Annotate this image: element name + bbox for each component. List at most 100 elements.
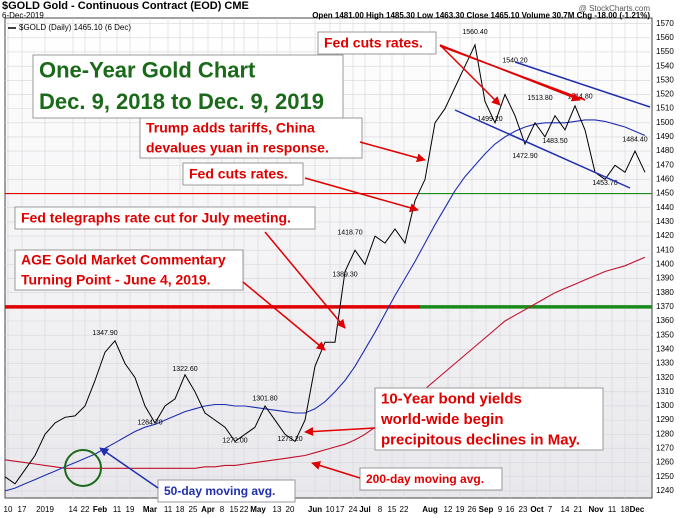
y-tick-label: 1360: [656, 316, 674, 325]
y-tick-label: 1280: [656, 429, 674, 438]
arrow: [439, 44, 581, 102]
y-tick-label: 1310: [656, 387, 674, 396]
x-tick-label: 11: [113, 505, 122, 514]
y-tick-label: 1290: [656, 415, 674, 424]
x-tick-label: 10: [4, 505, 13, 514]
x-tick-label: Aug: [422, 505, 438, 514]
arrow: [304, 177, 419, 213]
x-tick-label: Feb: [93, 505, 107, 514]
y-tick-label: 1560: [656, 33, 674, 42]
y-tick-label: 1520: [656, 90, 674, 99]
y-tick-label: 1500: [656, 118, 674, 127]
x-tick-label: 18: [176, 505, 185, 514]
y-tick-label: 1430: [656, 217, 674, 226]
x-tick-label: 17: [336, 505, 345, 514]
legend-annotation-box: [359, 467, 503, 491]
annotation-box: [182, 162, 304, 186]
y-tick-label: 1400: [656, 259, 674, 268]
y-tick-label: 1410: [656, 245, 674, 254]
y-tick-label: 1570: [656, 19, 674, 28]
y-tick-label: 1480: [656, 146, 674, 155]
x-tick-label: 10: [326, 505, 335, 514]
y-tick-label: 1350: [656, 330, 674, 339]
price-label: 1273.20: [277, 436, 302, 443]
y-tick-label: 1510: [656, 104, 674, 113]
annotation-box: [14, 206, 316, 230]
x-tick-label: Jun: [308, 505, 322, 514]
price-label: 1322.60: [172, 366, 197, 373]
quote: Open 1481.00 High 1485.30 Low 1463.30 Cl…: [312, 11, 650, 20]
price-label: 1284.70: [137, 419, 162, 426]
price-label: 1472.90: [512, 153, 537, 160]
y-tick-label: 1530: [656, 75, 674, 84]
x-tick-label: 12: [444, 505, 453, 514]
annotation-box: [139, 117, 363, 159]
y-tick-label: 1460: [656, 175, 674, 184]
legend-annotation-box: [157, 479, 296, 503]
x-tick-label: 11: [164, 505, 173, 514]
y-tick-label: 1320: [656, 373, 674, 382]
headline: One-Year Gold Chart: [39, 58, 256, 83]
price-label: 1560.40: [462, 29, 487, 36]
x-tick-label: 9: [498, 505, 503, 514]
y-tick-label: 1340: [656, 344, 674, 353]
arrow: [359, 141, 426, 163]
x-tick-label: 2019: [36, 505, 54, 514]
price-label: 1513.80: [527, 95, 552, 102]
x-tick-label: May: [250, 505, 266, 514]
x-tick-label: 15: [388, 505, 397, 514]
x-tick-label: 19: [456, 505, 465, 514]
x-tick-label: 23: [519, 505, 528, 514]
price-label: 1453.70: [592, 180, 617, 187]
annotation: world-wide begin: [380, 411, 504, 428]
annotation: 10-Year bond yields: [381, 390, 522, 407]
y-tick-label: 1380: [656, 288, 674, 297]
x-tick-label: 7: [548, 505, 553, 514]
annotation-box: [14, 249, 244, 291]
x-tick-label: Jul: [359, 505, 371, 514]
annotation: precipitous declines in May.: [381, 432, 580, 449]
x-tick-label: Mar: [143, 505, 157, 514]
y-tick-label: 1470: [656, 160, 674, 169]
annotation: Fed telegraphs rate cut for July meeting…: [21, 210, 291, 226]
x-tick-label: 14: [561, 505, 570, 514]
y-tick-label: 1490: [656, 132, 674, 141]
x-tick-label: 11: [608, 505, 617, 514]
price-label: 1272.00: [222, 437, 247, 444]
price-label: 1483.50: [542, 138, 567, 145]
y-tick-label: 1260: [656, 458, 674, 467]
x-tick-label: 22: [240, 505, 249, 514]
price-label: 1418.70: [337, 230, 362, 237]
y-tick-label: 1300: [656, 401, 674, 410]
x-tick-label: 16: [506, 505, 515, 514]
price-label: 1499.20: [477, 116, 502, 123]
annotation-box: [374, 387, 604, 451]
x-tick-label: Nov: [588, 505, 604, 514]
y-tick-label: 1250: [656, 472, 674, 481]
x-tick-label: 22: [400, 505, 409, 514]
channel-line: [454, 109, 631, 189]
x-tick-label: 25: [189, 505, 198, 514]
y-tick-label: 1550: [656, 47, 674, 56]
x-tick-label: 8: [220, 505, 225, 514]
x-tick-label: 20: [286, 505, 295, 514]
x-tick-label: 24: [349, 505, 358, 514]
price-label: 1389.30: [332, 271, 357, 278]
y-tick-label: 1270: [656, 444, 674, 453]
highlight-circle: [64, 449, 102, 487]
annotation-box: [317, 31, 437, 55]
annotation: Trump adds tariffs, China: [146, 120, 315, 136]
headline-box: [32, 54, 344, 119]
x-tick-label: Apr: [201, 505, 215, 514]
legend-annotation: 200-day moving avg.: [366, 472, 484, 486]
price-label: 1484.40: [622, 137, 647, 144]
arrow: [99, 447, 159, 489]
moving-average-line: [4, 256, 646, 469]
legend-label: $GOLD (Daily) 1465.10 (6 Dec): [19, 23, 131, 32]
y-tick-label: 1370: [656, 302, 674, 311]
y-tick-label: 1540: [656, 61, 674, 70]
arrow: [439, 44, 501, 106]
x-tick-label: 15: [230, 505, 239, 514]
headline: Dec. 9, 2018 to Dec. 9, 2019: [39, 89, 324, 114]
date: 6-Dec-2019: [2, 11, 44, 20]
